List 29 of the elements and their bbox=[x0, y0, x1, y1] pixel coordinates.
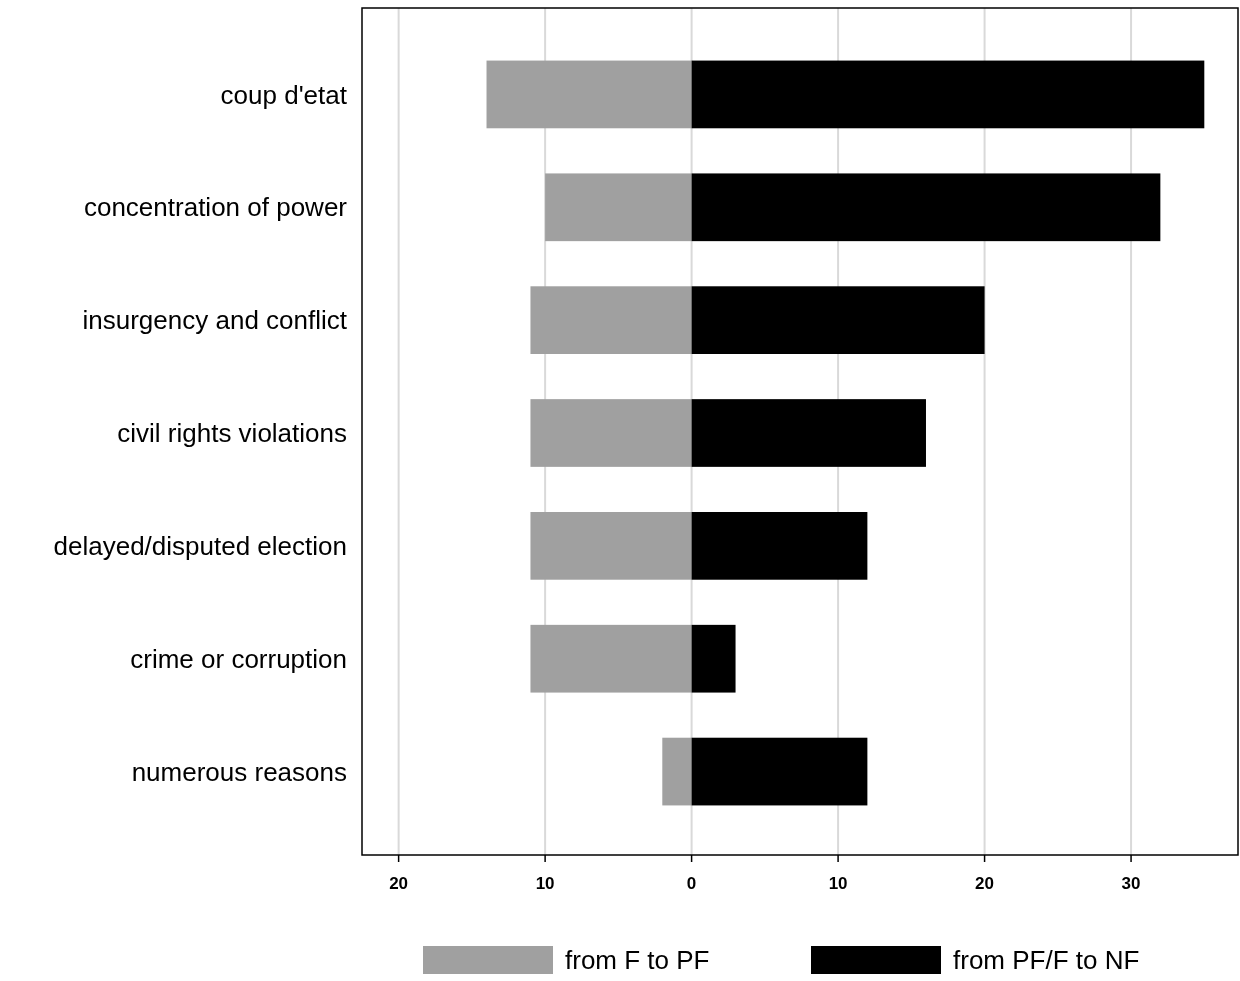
x-tick-label: 30 bbox=[1121, 874, 1141, 893]
bar bbox=[530, 512, 692, 580]
bar bbox=[691, 512, 868, 580]
bar bbox=[545, 173, 692, 242]
bar bbox=[530, 286, 692, 354]
bar bbox=[691, 737, 868, 806]
y-tick-label: concentration of power bbox=[83, 192, 348, 223]
y-tick-label: delayed/disputed election bbox=[53, 530, 347, 561]
x-tick-label: 20 bbox=[389, 874, 409, 893]
y-tick-label: insurgency and conflict bbox=[82, 305, 348, 336]
bar bbox=[691, 286, 985, 354]
x-tick-label: 20 bbox=[975, 874, 995, 893]
x-tick-label: 0 bbox=[686, 874, 697, 893]
y-tick-label: civil rights violations bbox=[117, 418, 347, 449]
x-tick-label: 10 bbox=[828, 874, 848, 893]
bar bbox=[691, 173, 1161, 242]
bar bbox=[662, 737, 692, 806]
bar bbox=[691, 624, 736, 693]
y-tick-label: crime or corruption bbox=[130, 643, 347, 674]
y-tick-label: coup d'etat bbox=[220, 79, 348, 110]
bar bbox=[530, 399, 692, 467]
legend-label: from F to PF bbox=[565, 945, 710, 976]
bar bbox=[691, 60, 1205, 129]
bar bbox=[530, 624, 692, 693]
x-tick-label: 10 bbox=[535, 874, 555, 893]
bar bbox=[486, 60, 692, 129]
legend-label: from PF/F to NF bbox=[953, 945, 1140, 976]
bar bbox=[691, 399, 926, 467]
y-tick-label: numerous reasons bbox=[131, 756, 347, 787]
